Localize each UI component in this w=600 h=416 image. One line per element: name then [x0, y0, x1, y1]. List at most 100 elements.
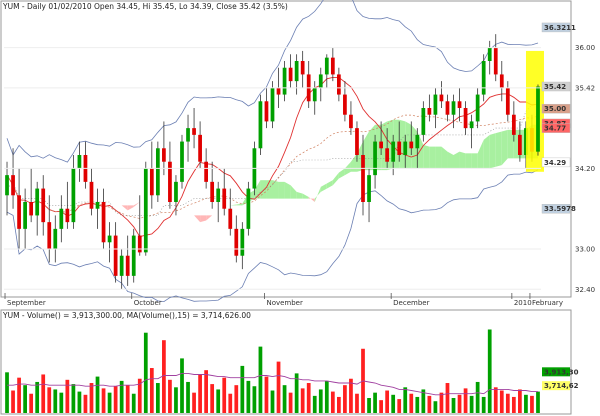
candle-up — [312, 87, 317, 102]
volume-bar — [155, 383, 160, 413]
volume-bar — [337, 396, 341, 413]
volume-bar — [168, 379, 172, 413]
volume-bar — [228, 393, 233, 413]
volume-bars — [5, 329, 540, 413]
cloud-segment — [350, 153, 357, 172]
volume-bar — [174, 387, 178, 413]
volume-bar — [403, 387, 408, 413]
volume-bar — [457, 394, 462, 413]
volume-bar — [240, 365, 245, 413]
volume-ma-tag-label: 3,714,62 — [544, 382, 579, 390]
cloud-segment — [453, 151, 460, 169]
cloud-segment — [278, 181, 285, 199]
candle-up — [174, 181, 178, 202]
volume-bar — [385, 390, 390, 413]
volume-bar — [505, 393, 510, 413]
price-tag-box — [541, 123, 571, 133]
volume-bar — [373, 392, 377, 413]
candle-up — [77, 155, 82, 169]
candle-down — [228, 208, 233, 229]
cloud-segment — [284, 181, 291, 199]
candle-up — [481, 61, 486, 95]
candle-down — [518, 134, 522, 155]
candle-down — [499, 74, 504, 88]
volume-bar — [137, 378, 142, 413]
ichimoku-cloud — [67, 119, 538, 223]
candle-up — [240, 228, 245, 256]
candle-down — [234, 228, 239, 256]
price-tag-label: 35.00 — [544, 105, 566, 113]
candle-down — [210, 181, 215, 202]
volume-bar — [125, 385, 130, 413]
candle-down — [505, 87, 510, 115]
volume-bar — [35, 381, 40, 413]
candle-up — [131, 235, 136, 276]
candle-up — [324, 57, 329, 75]
volume-bar — [113, 386, 118, 413]
bollinger-lower — [6, 169, 539, 303]
volume-bar — [439, 392, 444, 413]
volume-bar — [246, 380, 251, 413]
y-axis: 32.40 33.00 34.20 35.42 36.00 — [4, 44, 595, 294]
volume-bar — [481, 396, 486, 413]
candle-down — [11, 175, 15, 196]
volume-bar — [131, 393, 136, 413]
candle-down — [192, 128, 196, 135]
x-tick-label: September — [7, 299, 46, 307]
cloud-segment — [260, 180, 267, 199]
price-tag-label: 34.77 — [544, 125, 566, 133]
volume-bar — [270, 390, 275, 413]
cloud-segment — [236, 203, 243, 206]
price-tag-label: 36.3211 — [544, 24, 576, 32]
volume-bar — [149, 368, 154, 413]
volume-bar — [379, 400, 383, 413]
candle-up — [119, 255, 124, 276]
candle-up — [216, 188, 221, 202]
y-tick-label: 35.42 — [575, 84, 595, 92]
candle-down — [463, 108, 468, 129]
candle-up — [391, 141, 396, 162]
candle-down — [445, 101, 450, 115]
volume-bar — [119, 380, 124, 413]
cloud-segment — [501, 129, 508, 166]
candle-up — [180, 141, 184, 182]
y-tick-label: 32.40 — [575, 286, 595, 294]
cloud-segment — [459, 151, 466, 169]
cloud-segment — [200, 215, 207, 223]
volume-bar — [433, 401, 438, 413]
candle-up — [282, 67, 287, 95]
cloud-segment — [435, 146, 442, 169]
x-tick-label: February — [532, 299, 563, 307]
volume-bar — [367, 398, 371, 413]
candle-down — [409, 141, 414, 149]
volume-bar — [469, 395, 474, 413]
cloud-segment — [399, 119, 406, 169]
candle-up — [403, 141, 408, 155]
cloud-segment — [489, 133, 496, 169]
volume-bar — [89, 383, 94, 413]
highlight-candle — [536, 86, 540, 152]
candle-down — [385, 148, 390, 162]
volume-bar — [234, 385, 239, 413]
x-axis: September October November December 2010 Febr… — [4, 293, 563, 307]
volume-bar — [204, 370, 208, 413]
price-tag-label: 34.29 — [544, 159, 566, 167]
volume-bar — [162, 340, 166, 413]
volume-bar — [487, 329, 492, 413]
candle-down — [439, 94, 444, 102]
cloud-segment — [471, 153, 478, 169]
volume-bar — [451, 398, 456, 413]
volume-bar — [427, 395, 432, 413]
moving-average-dotted — [6, 114, 539, 219]
volume-title: YUM - Volume() = 3,913,300.00, MA(Volume… — [2, 311, 251, 320]
price-panel-frame — [0, 0, 572, 298]
volume-bar — [192, 392, 196, 413]
cloud-segment — [308, 196, 315, 202]
cloud-segment — [338, 168, 345, 179]
candle-down — [65, 208, 70, 223]
volume-bar — [101, 388, 106, 413]
cloud-segment — [483, 134, 490, 169]
x-tick-label: October — [134, 299, 162, 307]
volume-bar — [198, 374, 202, 413]
candle-down — [101, 202, 106, 243]
